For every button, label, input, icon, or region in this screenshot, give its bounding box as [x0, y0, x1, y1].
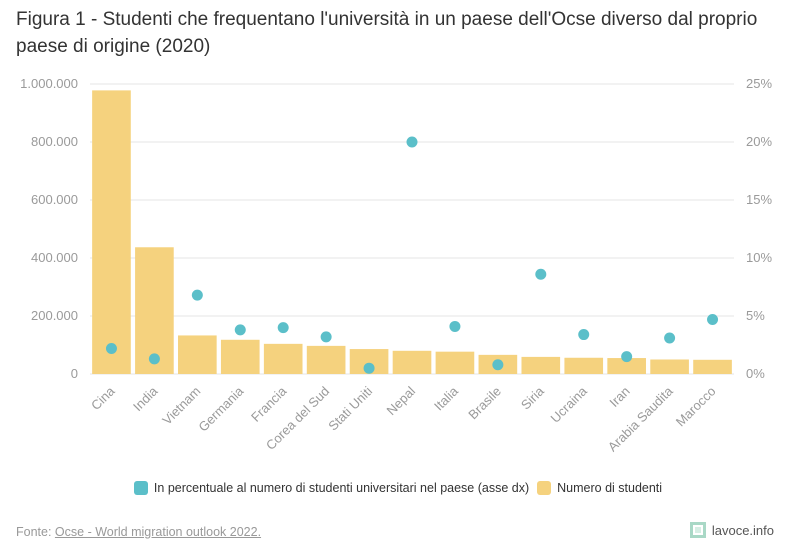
bar-series [92, 90, 732, 374]
legend-item-percent[interactable]: In percentuale al numero di studenti uni… [133, 481, 530, 495]
dot [320, 331, 332, 343]
x-tick-label: Italia [431, 383, 462, 414]
brand-name: lavoce.info [711, 522, 774, 538]
bar [693, 359, 732, 374]
dot [277, 322, 289, 334]
left-y-axis: 0 200.000 400.000 600.000 800.000 1.000.000 [20, 76, 78, 381]
bar [92, 90, 131, 374]
x-tick-label: Francia [248, 383, 290, 425]
dot [492, 359, 504, 371]
bar [521, 356, 561, 374]
x-tick-label: Nepal [383, 383, 418, 418]
dot [449, 320, 461, 332]
bar [435, 351, 475, 374]
dot [105, 342, 117, 354]
legend-swatch-percent [133, 481, 148, 495]
brand[interactable]: lavoce.info [689, 522, 774, 538]
right-tick-label: 25% [746, 76, 772, 91]
bar [263, 343, 303, 374]
x-tick-label: Ucraina [548, 383, 591, 426]
gridlines [90, 83, 734, 375]
bar [178, 335, 217, 374]
left-tick-label: 0 [71, 366, 78, 381]
dot [406, 136, 418, 148]
right-tick-label: 5% [746, 308, 765, 323]
chart-title: Figura 1 - Studenti che frequentano l'un… [16, 9, 758, 57]
dot [535, 268, 547, 280]
source-link[interactable]: Ocse - World migration outlook 2022. [54, 525, 262, 539]
right-tick-label: 15% [746, 192, 772, 207]
dot [621, 351, 633, 363]
x-tick-label: Iran [606, 384, 632, 410]
left-tick-label: 800.000 [31, 134, 78, 149]
dot [578, 329, 590, 341]
x-tick-label: Germania [195, 383, 247, 435]
dot [234, 324, 246, 336]
bar [220, 339, 260, 374]
x-tick-label: Vietnam [159, 384, 203, 428]
bar [607, 358, 646, 374]
source-note: Fonte: Ocse - World migration outlook 20… [16, 525, 261, 539]
bar [392, 350, 432, 374]
x-tick-label: Cina [88, 383, 118, 413]
bar [564, 357, 604, 374]
x-tick-label: Marocco [673, 384, 719, 430]
left-tick-label: 1.000.000 [20, 76, 78, 91]
bar [306, 345, 346, 374]
legend-label-students: Numero di studenti [557, 481, 663, 495]
dot [191, 289, 203, 301]
dot [148, 353, 160, 365]
legend-label-percent: In percentuale al numero di studenti uni… [153, 481, 530, 495]
dot [363, 362, 375, 374]
legend-item-students[interactable]: Numero di studenti [537, 481, 662, 495]
left-tick-label: 600.000 [31, 192, 78, 207]
x-tick-label: India [130, 383, 161, 414]
x-tick-label: Brasile [465, 384, 504, 423]
right-tick-label: 0% [746, 366, 765, 381]
right-y-axis: 0% 5% 10% 15% 20% 25% [746, 76, 772, 381]
left-tick-label: 400.000 [31, 250, 78, 265]
x-tick-label: Siria [518, 383, 548, 413]
x-tick-label: Stati Uniti [325, 383, 375, 433]
bar [650, 359, 689, 374]
right-tick-label: 20% [746, 134, 772, 149]
legend: In percentuale al numero di studenti uni… [0, 481, 796, 495]
dot [707, 313, 719, 325]
legend-swatch-students [537, 481, 552, 495]
right-tick-label: 10% [746, 250, 772, 265]
dot-series [105, 136, 719, 374]
left-tick-label: 200.000 [31, 308, 78, 323]
source-prefix: Fonte: [16, 525, 55, 539]
lavoce-logo-icon [689, 522, 706, 538]
dot [664, 332, 676, 344]
bar [135, 247, 174, 374]
